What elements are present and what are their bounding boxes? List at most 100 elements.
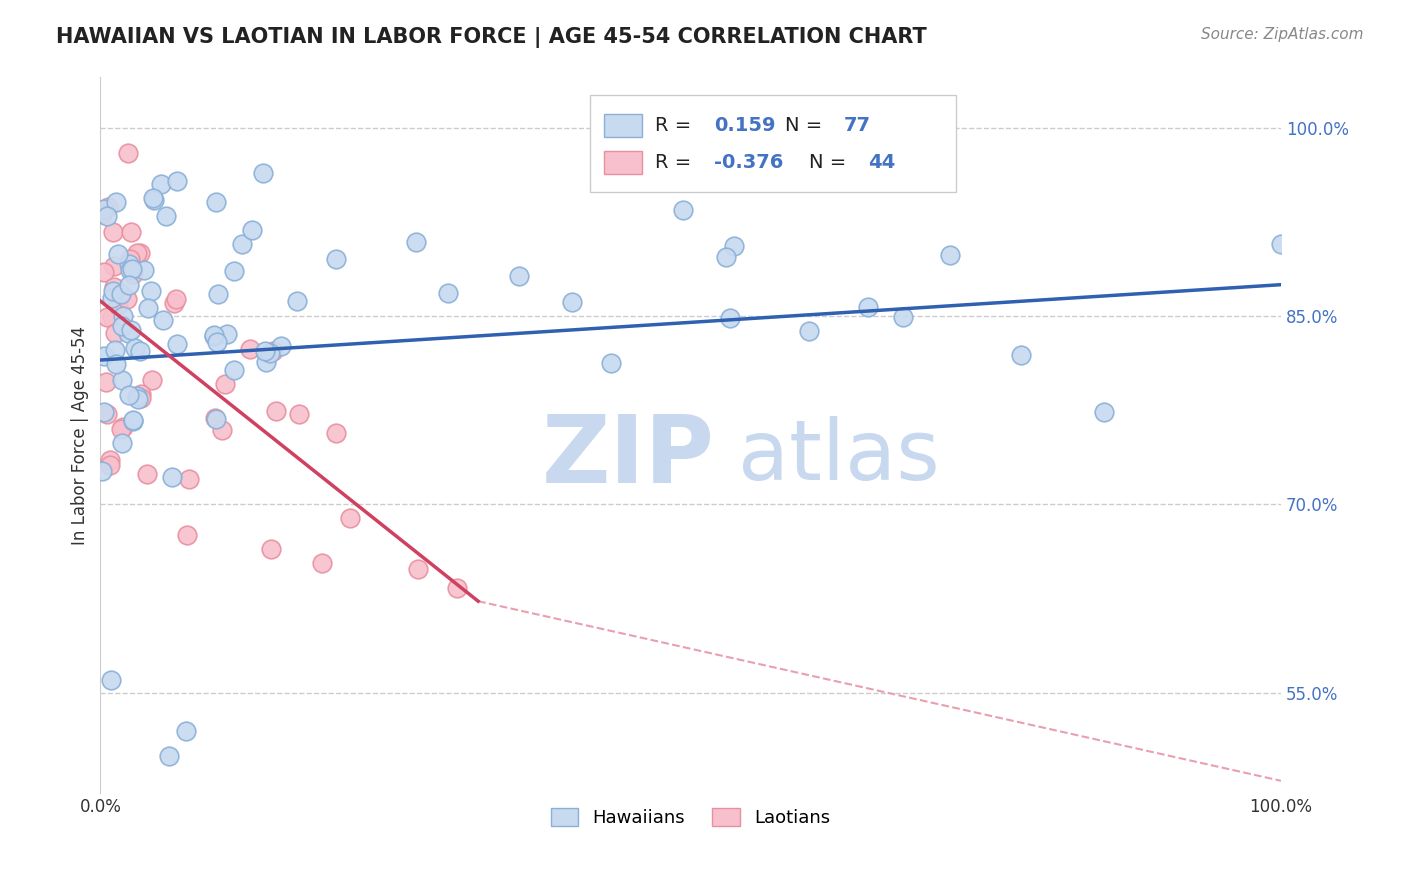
Point <box>714 250 737 264</box>
Point <box>174 723 197 738</box>
Point <box>891 310 914 325</box>
Text: N =: N = <box>785 116 828 135</box>
Point <box>121 261 143 276</box>
Point <box>117 146 139 161</box>
Point <box>98 452 121 467</box>
Point <box>98 458 121 472</box>
Point <box>723 239 745 253</box>
Point <box>128 246 150 260</box>
Point <box>93 349 115 363</box>
Point <box>127 245 149 260</box>
Point <box>339 511 361 525</box>
Point <box>111 373 134 387</box>
Point <box>111 309 134 323</box>
Point <box>118 252 141 267</box>
Point <box>436 286 458 301</box>
Point <box>166 337 188 351</box>
Text: R =: R = <box>655 153 697 172</box>
Point <box>204 411 226 425</box>
Point <box>311 557 333 571</box>
Point <box>222 264 245 278</box>
Point <box>797 324 820 338</box>
Point <box>117 326 139 340</box>
Point <box>110 421 132 435</box>
Point <box>446 582 468 596</box>
Point <box>131 386 153 401</box>
Point <box>239 342 262 356</box>
Point <box>110 287 132 301</box>
Point <box>405 235 427 250</box>
Point <box>122 413 145 427</box>
Text: ZIP: ZIP <box>541 411 714 503</box>
Point <box>672 203 695 218</box>
Point <box>100 673 122 688</box>
Point <box>207 287 229 301</box>
FancyBboxPatch shape <box>605 114 643 136</box>
Point <box>124 342 146 356</box>
Point <box>166 174 188 188</box>
Point <box>160 470 183 484</box>
Point <box>104 357 127 371</box>
Point <box>155 209 177 223</box>
Point <box>120 225 142 239</box>
Point <box>176 527 198 541</box>
Point <box>231 237 253 252</box>
Y-axis label: In Labor Force | Age 45-54: In Labor Force | Age 45-54 <box>72 326 89 545</box>
Point <box>118 277 141 292</box>
Point <box>129 344 152 359</box>
Point <box>205 412 228 426</box>
Point <box>211 423 233 437</box>
Point <box>93 202 115 216</box>
Point <box>96 209 118 223</box>
Text: atlas: atlas <box>738 417 939 498</box>
Point <box>165 292 187 306</box>
Point <box>93 265 115 279</box>
Point <box>103 280 125 294</box>
Point <box>718 310 741 325</box>
Point <box>256 355 278 369</box>
Point <box>142 191 165 205</box>
Point <box>100 291 122 305</box>
Text: N =: N = <box>808 153 852 172</box>
Point <box>115 292 138 306</box>
Point <box>242 223 264 237</box>
Point <box>96 408 118 422</box>
Point <box>122 415 145 429</box>
Point <box>325 425 347 440</box>
Text: 0.159: 0.159 <box>714 116 776 135</box>
Point <box>97 201 120 215</box>
Point <box>1270 236 1292 251</box>
Point <box>205 195 228 210</box>
Point <box>139 284 162 298</box>
Point <box>207 335 229 350</box>
Point <box>288 408 311 422</box>
FancyBboxPatch shape <box>605 151 643 174</box>
Point <box>259 345 281 359</box>
Point <box>135 467 157 481</box>
Point <box>96 310 118 324</box>
Point <box>103 259 125 273</box>
Point <box>561 295 583 310</box>
Point <box>508 269 530 284</box>
Point <box>325 252 347 266</box>
Point <box>202 329 225 343</box>
Point <box>159 748 181 763</box>
Point <box>939 248 962 262</box>
Point <box>118 257 141 271</box>
Point <box>150 177 173 191</box>
Point <box>111 420 134 434</box>
Point <box>107 298 129 312</box>
Point <box>270 339 292 353</box>
Point <box>122 267 145 281</box>
Point <box>94 375 117 389</box>
Text: 44: 44 <box>868 153 896 172</box>
Point <box>129 391 152 405</box>
Point <box>132 263 155 277</box>
Point <box>264 404 287 418</box>
Point <box>91 207 114 221</box>
Text: HAWAIIAN VS LAOTIAN IN LABOR FORCE | AGE 45-54 CORRELATION CHART: HAWAIIAN VS LAOTIAN IN LABOR FORCE | AGE… <box>56 27 927 48</box>
Point <box>287 293 309 308</box>
Point <box>100 310 122 324</box>
Point <box>120 262 142 277</box>
Point <box>104 343 127 357</box>
